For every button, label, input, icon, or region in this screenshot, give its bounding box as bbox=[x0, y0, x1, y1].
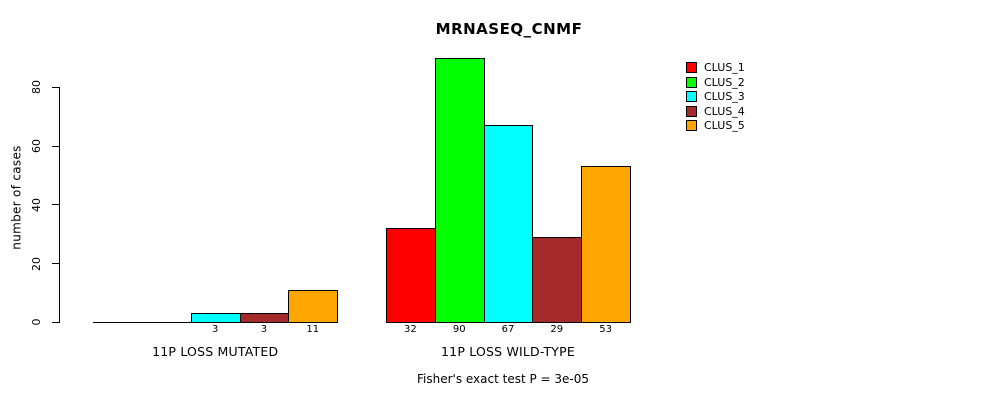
legend-swatch-icon bbox=[686, 76, 697, 88]
bar-value-label: 53 bbox=[599, 324, 612, 335]
legend-swatch-icon bbox=[686, 120, 697, 131]
bar-clus_4-group2 bbox=[532, 236, 583, 323]
legend-label: CLUS_5 bbox=[704, 119, 745, 132]
bar-value-label: 67 bbox=[501, 324, 515, 335]
bar-value-label: 11 bbox=[306, 324, 320, 335]
bar-clus_4-group1 bbox=[239, 313, 290, 323]
bar-clus_1-group2 bbox=[386, 227, 436, 323]
bar-clus_3-group1 bbox=[190, 313, 241, 323]
y-tick-label: 60 bbox=[30, 139, 43, 154]
bar-clus_5-group1 bbox=[288, 289, 339, 323]
legend-label: CLUS_3 bbox=[704, 90, 745, 103]
y-tick-label: 40 bbox=[30, 197, 43, 212]
bar-value-label: 29 bbox=[550, 324, 564, 335]
legend-swatch-icon bbox=[686, 105, 697, 117]
bar-value-label: 3 bbox=[212, 324, 219, 335]
bar-clus_2-group1 bbox=[142, 322, 192, 323]
legend-label: CLUS_1 bbox=[704, 61, 745, 74]
bar-value-label: 3 bbox=[260, 324, 268, 335]
footer-note: Fisher's exact test P = 3e-05 bbox=[416, 372, 590, 386]
y-axis-title: number of cases bbox=[9, 145, 24, 250]
bar-clus_2-group2 bbox=[434, 57, 485, 323]
y-tick bbox=[52, 204, 60, 206]
bar-clus_3-group2 bbox=[483, 125, 534, 323]
legend-label: CLUS_2 bbox=[704, 75, 745, 89]
bar-value-label: 32 bbox=[404, 324, 417, 335]
y-tick bbox=[52, 86, 60, 88]
legend-swatch-icon bbox=[686, 91, 697, 102]
y-tick-label: 20 bbox=[30, 256, 43, 271]
group-label-1: 11P LOSS MUTATED bbox=[152, 344, 279, 359]
y-tick bbox=[52, 321, 60, 323]
group-label-2: 11P LOSS WILD-TYPE bbox=[441, 344, 575, 359]
y-tick-label: 0 bbox=[30, 318, 43, 326]
legend-swatch-icon bbox=[686, 62, 697, 73]
bar-clus_1-group1 bbox=[93, 322, 143, 323]
bar-clus_5-group2 bbox=[581, 166, 631, 323]
y-tick bbox=[52, 263, 60, 265]
bar-value-label: 90 bbox=[452, 324, 466, 335]
y-tick-label: 80 bbox=[30, 80, 43, 95]
legend-label: CLUS_4 bbox=[704, 104, 745, 118]
chart-title: MRNASEQ_CNMF bbox=[435, 20, 583, 38]
y-tick bbox=[52, 145, 60, 147]
